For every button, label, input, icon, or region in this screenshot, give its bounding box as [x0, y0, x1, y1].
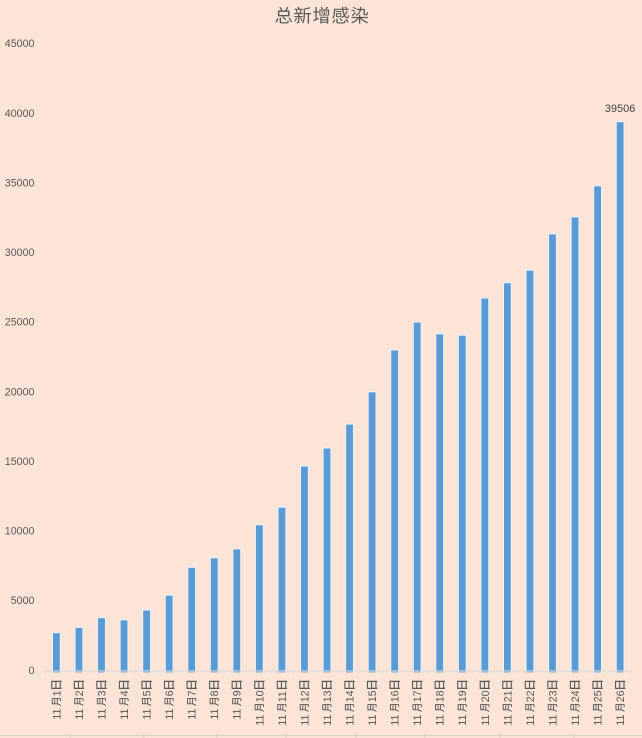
svg-text:5: 5 — [142, 690, 154, 696]
svg-text:11: 11 — [502, 714, 514, 725]
svg-text:11: 11 — [254, 714, 266, 725]
svg-text:9: 9 — [232, 690, 244, 696]
svg-text:16: 16 — [390, 690, 402, 702]
svg-text:11: 11 — [435, 714, 447, 725]
svg-text:5000: 5000 — [11, 595, 35, 607]
svg-text:17: 17 — [412, 690, 424, 702]
svg-text:11: 11 — [344, 714, 356, 725]
svg-text:14: 14 — [344, 690, 356, 702]
svg-text:35000: 35000 — [5, 177, 35, 189]
svg-text:3: 3 — [96, 690, 108, 696]
svg-text:15: 15 — [367, 690, 379, 702]
svg-text:11: 11 — [74, 709, 86, 720]
svg-text:40000: 40000 — [5, 108, 35, 120]
svg-text:13: 13 — [322, 690, 334, 702]
svg-text:2: 2 — [74, 690, 86, 696]
svg-text:24: 24 — [570, 690, 582, 702]
svg-text:11: 11 — [277, 691, 289, 702]
svg-text:11: 11 — [615, 714, 627, 725]
svg-text:10000: 10000 — [5, 526, 35, 538]
svg-text:22: 22 — [525, 690, 537, 702]
svg-text:11: 11 — [299, 714, 311, 725]
svg-text:11: 11 — [164, 709, 176, 720]
svg-text:10: 10 — [254, 690, 266, 702]
svg-text:11: 11 — [187, 709, 199, 720]
svg-text:11: 11 — [142, 709, 154, 720]
svg-text:11: 11 — [322, 714, 334, 725]
svg-text:12: 12 — [299, 690, 311, 702]
svg-text:11: 11 — [412, 714, 424, 725]
svg-text:11: 11 — [547, 714, 559, 725]
svg-text:1: 1 — [51, 690, 63, 696]
svg-text:0: 0 — [29, 665, 35, 677]
svg-text:23: 23 — [547, 690, 559, 702]
svg-text:11: 11 — [390, 714, 402, 725]
svg-text:26: 26 — [615, 690, 627, 702]
svg-text:39506: 39506 — [605, 103, 636, 115]
svg-text:6: 6 — [164, 690, 176, 696]
svg-text:11: 11 — [457, 714, 469, 725]
svg-text:20: 20 — [480, 690, 492, 702]
svg-text:4: 4 — [119, 690, 131, 696]
svg-text:45000: 45000 — [5, 38, 35, 50]
svg-text:11: 11 — [593, 714, 605, 725]
svg-text:11: 11 — [480, 714, 492, 725]
svg-text:18: 18 — [435, 690, 447, 702]
svg-text:11: 11 — [277, 714, 289, 725]
svg-text:15000: 15000 — [5, 456, 35, 468]
svg-text:25000: 25000 — [5, 317, 35, 329]
svg-text:11: 11 — [209, 709, 221, 720]
svg-text:11: 11 — [525, 714, 537, 725]
svg-text:21: 21 — [502, 690, 514, 702]
svg-text:11: 11 — [119, 709, 131, 720]
svg-text:11: 11 — [232, 709, 244, 720]
svg-text:30000: 30000 — [5, 247, 35, 259]
svg-text:11: 11 — [51, 709, 63, 720]
svg-text:11: 11 — [96, 709, 108, 720]
svg-text:20000: 20000 — [5, 386, 35, 398]
svg-text:19: 19 — [457, 690, 469, 702]
svg-text:11: 11 — [570, 714, 582, 725]
svg-text:25: 25 — [593, 690, 605, 702]
svg-text:8: 8 — [209, 690, 221, 696]
svg-text:7: 7 — [187, 690, 199, 696]
svg-text:11: 11 — [367, 714, 379, 725]
